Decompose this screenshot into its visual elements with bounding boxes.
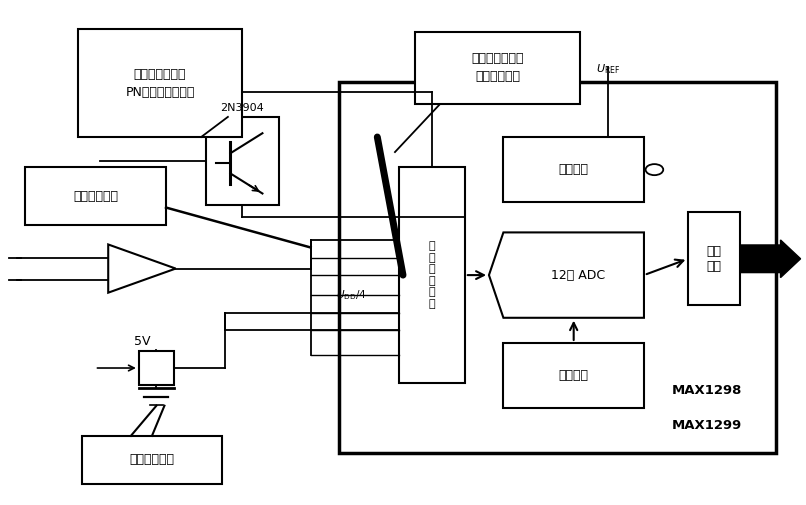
Text: 多
路
转
换
开
关: 多 路 转 换 开 关 xyxy=(429,241,435,309)
Text: 5V: 5V xyxy=(134,335,150,348)
FancyBboxPatch shape xyxy=(688,212,741,305)
Text: 内部温度传感器
测量本地温度: 内部温度传感器 测量本地温度 xyxy=(472,53,524,83)
FancyBboxPatch shape xyxy=(77,29,243,137)
FancyBboxPatch shape xyxy=(206,117,279,205)
Text: $U_{\mathrm{DD}}/4$: $U_{\mathrm{DD}}/4$ xyxy=(336,288,367,302)
Text: 仅用一个简单的
PN结测量远程温度: 仅用一个简单的 PN结测量远程温度 xyxy=(126,68,195,98)
Text: 2N3904: 2N3904 xyxy=(221,103,264,113)
FancyBboxPatch shape xyxy=(339,82,776,453)
Text: 测量差分电压: 测量差分电压 xyxy=(73,189,118,203)
FancyBboxPatch shape xyxy=(26,167,166,225)
FancyBboxPatch shape xyxy=(415,31,580,105)
Text: 12位 ADC: 12位 ADC xyxy=(550,269,604,282)
Text: 串行
接口: 串行 接口 xyxy=(707,245,721,273)
FancyBboxPatch shape xyxy=(504,137,644,203)
Text: $U_{\mathrm{REF}}$: $U_{\mathrm{REF}}$ xyxy=(596,62,620,76)
FancyBboxPatch shape xyxy=(139,351,174,385)
Text: 内部时钟: 内部时钟 xyxy=(559,369,588,382)
Text: 测量单端电压: 测量单端电压 xyxy=(130,453,174,466)
FancyBboxPatch shape xyxy=(504,343,644,408)
FancyArrow shape xyxy=(741,240,800,278)
FancyBboxPatch shape xyxy=(399,167,465,383)
Text: MAX1298: MAX1298 xyxy=(671,384,742,397)
Text: MAX1299: MAX1299 xyxy=(671,419,742,432)
Polygon shape xyxy=(108,244,176,293)
Text: 内部基准: 内部基准 xyxy=(559,163,588,176)
Polygon shape xyxy=(489,232,644,318)
FancyBboxPatch shape xyxy=(81,436,222,483)
